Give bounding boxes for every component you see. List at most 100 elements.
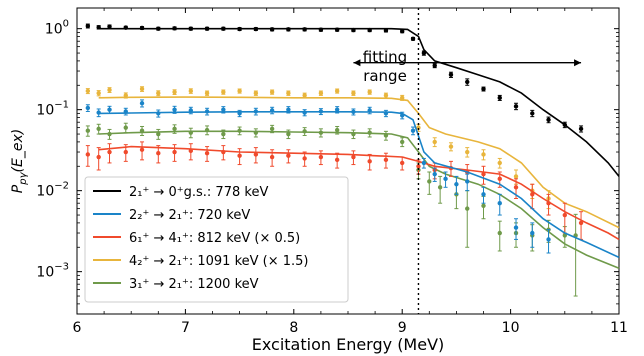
data-point xyxy=(253,109,259,114)
data-point xyxy=(318,109,324,114)
data-point xyxy=(286,131,291,137)
data-point xyxy=(334,107,340,112)
data-point xyxy=(546,201,551,206)
data-point xyxy=(237,26,242,32)
data-point xyxy=(204,127,210,133)
data-point xyxy=(96,110,101,115)
legend-label: 3₁⁺ → 2₁⁺: 1200 keV xyxy=(129,277,259,292)
data-point xyxy=(427,179,432,184)
legend-label: 6₁⁺ → 4₁⁺: 812 keV (× 0.5) xyxy=(129,231,300,246)
data-point xyxy=(454,182,459,187)
data-point xyxy=(367,89,372,95)
data-point xyxy=(156,26,161,31)
data-point xyxy=(351,109,356,115)
data-point xyxy=(188,108,194,113)
data-point xyxy=(172,89,177,95)
data-point xyxy=(437,185,443,190)
data-point xyxy=(318,154,324,160)
data-point xyxy=(546,117,551,122)
x-tick-label: 9 xyxy=(398,320,407,336)
y-axis-label: Ppγ(E_ex) xyxy=(10,129,29,193)
data-point xyxy=(302,93,307,98)
series xyxy=(85,86,620,229)
data-point xyxy=(481,171,486,177)
data-point xyxy=(156,111,161,116)
data-point xyxy=(334,27,340,32)
data-point xyxy=(269,108,275,113)
data-point xyxy=(400,139,405,145)
data-point xyxy=(513,185,519,190)
data-point xyxy=(367,108,372,113)
data-point xyxy=(562,122,567,128)
range-arrowhead-right xyxy=(574,59,582,67)
data-point xyxy=(513,104,519,109)
data-point xyxy=(367,27,372,33)
data-point xyxy=(139,147,145,152)
data-point xyxy=(96,126,101,132)
data-point xyxy=(432,171,437,177)
data-point xyxy=(318,130,324,135)
axes-layer: 6 7 8 9 10 11 100 10−1 10−2 10−3 Excitation Energy… xyxy=(10,8,628,354)
data-point xyxy=(497,95,502,101)
data-point xyxy=(253,26,259,32)
data-point xyxy=(237,111,242,116)
series xyxy=(85,99,620,259)
data-point xyxy=(481,203,486,209)
data-point xyxy=(497,230,502,236)
data-point xyxy=(172,26,177,31)
data-point xyxy=(578,126,584,132)
data-point xyxy=(302,129,307,134)
data-point xyxy=(410,36,416,41)
x-tick-label: 10 xyxy=(502,320,520,336)
data-point xyxy=(123,25,128,30)
annotation-text-fitting: fitting xyxy=(363,48,407,66)
data-point xyxy=(465,206,470,211)
legend-label: 2₁⁺ → 0⁺g.s.: 778 keV xyxy=(129,185,268,200)
x-tick-label: 11 xyxy=(610,320,628,336)
data-point xyxy=(107,149,112,155)
data-point xyxy=(421,160,427,166)
data-point xyxy=(172,126,177,132)
data-point xyxy=(383,133,389,138)
data-point xyxy=(465,79,470,85)
series xyxy=(85,23,620,177)
data-point xyxy=(139,101,145,106)
data-point xyxy=(156,131,161,137)
data-point xyxy=(302,156,307,161)
data-point xyxy=(400,29,405,34)
data-point xyxy=(497,176,502,182)
data-point xyxy=(221,149,226,155)
data-point xyxy=(497,201,502,206)
data-point xyxy=(367,159,372,164)
data-point xyxy=(334,157,340,163)
data-point xyxy=(269,89,275,95)
data-point xyxy=(367,130,372,135)
data-point xyxy=(269,154,275,160)
x-axis-label: Excitation Energy (MeV) xyxy=(252,335,445,354)
data-point xyxy=(156,151,161,156)
data-point xyxy=(351,90,356,96)
data-point xyxy=(253,90,259,96)
data-point xyxy=(286,90,291,96)
data-point xyxy=(253,130,259,135)
data-point xyxy=(481,152,486,157)
data-point xyxy=(318,27,324,32)
data-point xyxy=(123,149,128,155)
data-point xyxy=(383,111,389,116)
data-point xyxy=(172,149,177,155)
data-point xyxy=(416,125,421,130)
data-point xyxy=(465,149,470,155)
data-point xyxy=(443,176,448,182)
data-point xyxy=(221,89,226,95)
data-point xyxy=(237,128,242,133)
data-point xyxy=(400,95,405,101)
data-point xyxy=(204,151,210,156)
data-point xyxy=(465,179,470,184)
data-point xyxy=(139,86,145,92)
data-point xyxy=(107,107,112,112)
legend-label: 2₂⁺ → 2₁⁺: 720 keV xyxy=(129,208,250,223)
data-point xyxy=(204,109,210,114)
data-point xyxy=(334,88,340,94)
data-point xyxy=(123,125,128,130)
